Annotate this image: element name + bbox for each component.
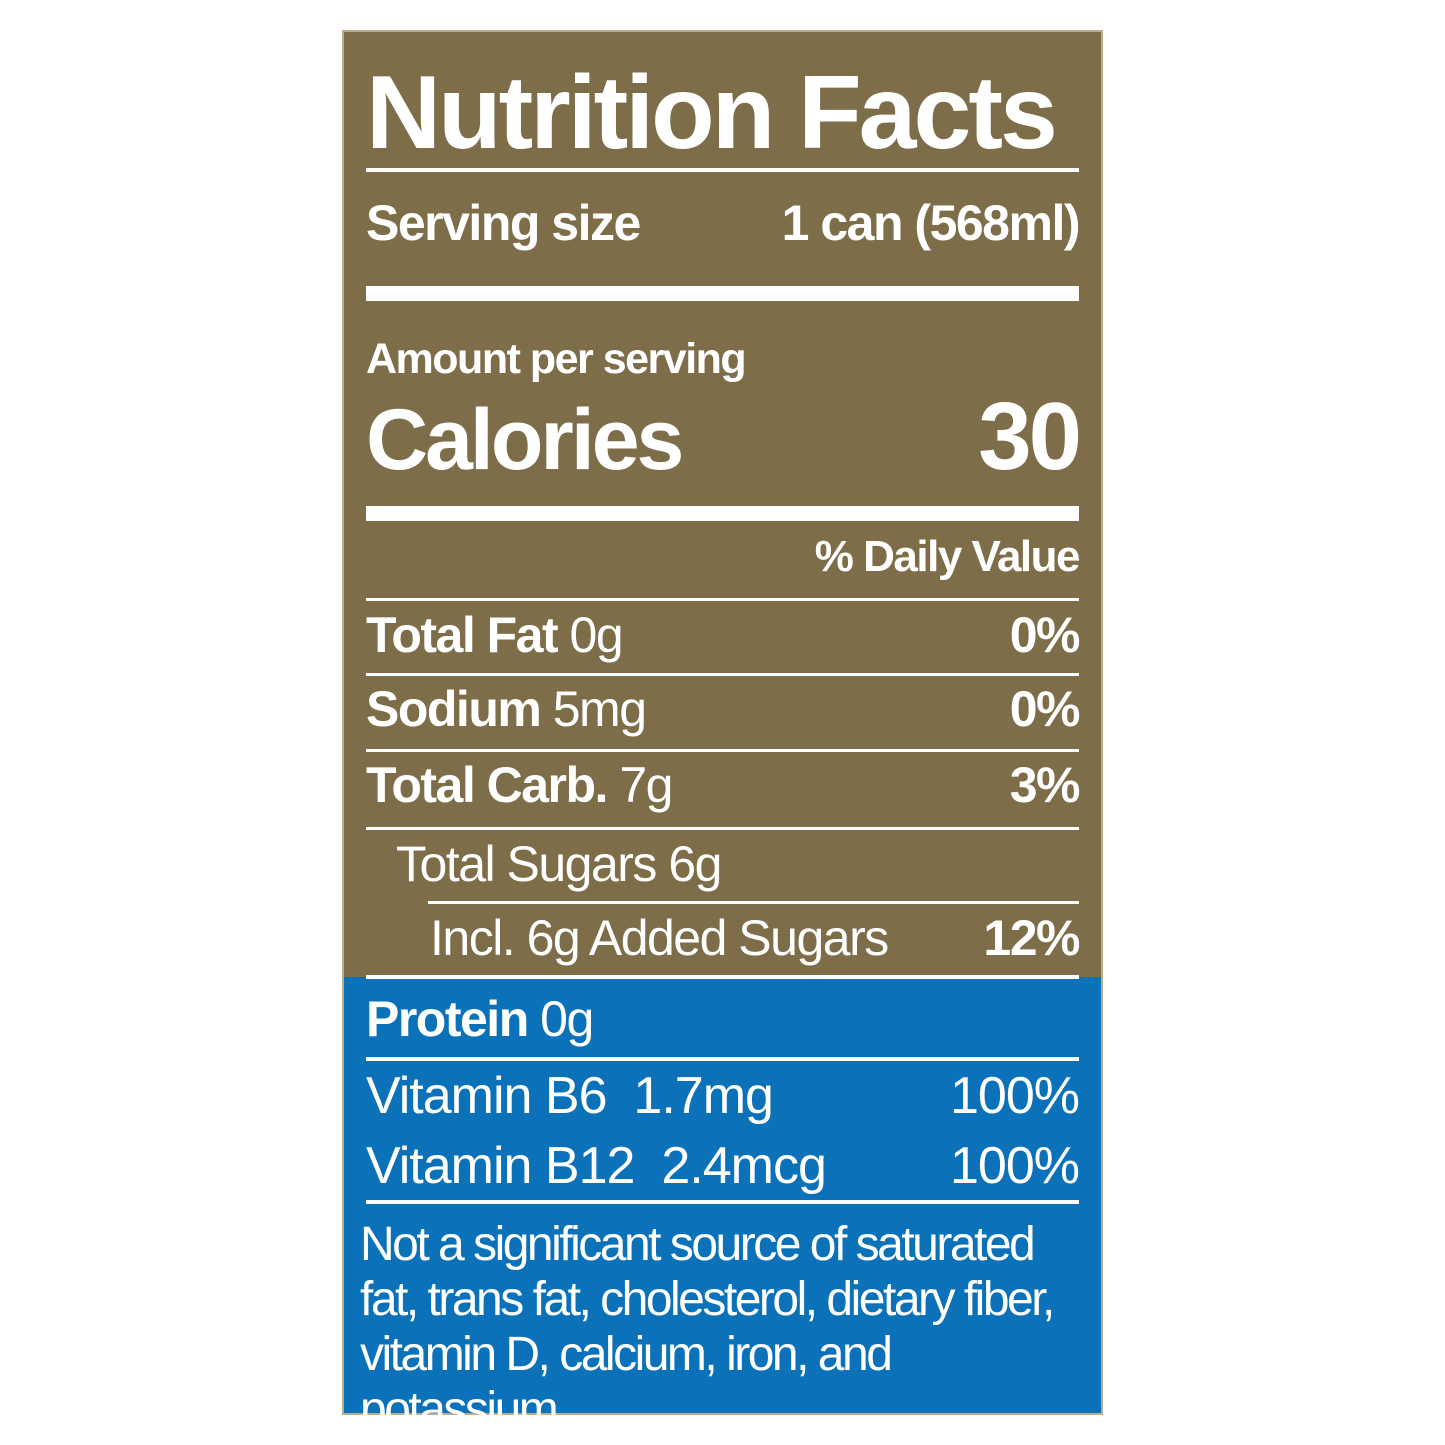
amount-per-serving: Amount per serving bbox=[366, 335, 747, 383]
nutrient-dv: 0% bbox=[1009, 607, 1081, 663]
vitamin-dv: 100% bbox=[950, 1137, 1080, 1195]
nutrient-row-total-fat: Total Fat 0g 0% bbox=[366, 606, 1081, 664]
nutrient-name: Protein bbox=[366, 991, 529, 1047]
divider bbox=[366, 975, 1079, 979]
title-row: Nutrition Facts bbox=[366, 54, 1079, 173]
calories-row: Calories 30 bbox=[366, 382, 1082, 492]
nutrient-amount: 0g bbox=[569, 607, 624, 663]
vitamin-name: Vitamin B6 bbox=[366, 1067, 608, 1125]
label-title: Nutrition Facts bbox=[366, 55, 1058, 171]
nutrient-name: Total Sugars 6g bbox=[396, 836, 722, 892]
amount-per-serving-row: Amount per serving bbox=[366, 335, 1079, 384]
calories-label: Calories bbox=[366, 392, 684, 488]
vitamins-section bbox=[344, 977, 1101, 1413]
divider bbox=[366, 598, 1079, 601]
nutrient-name: Sodium bbox=[366, 681, 542, 737]
vitamin-row-b6: Vitamin B6 1.7mg 100% bbox=[366, 1066, 1080, 1126]
nutrient-name: Total Fat bbox=[366, 607, 559, 663]
calories-value: 30 bbox=[978, 383, 1082, 490]
nutrient-row-sodium: Sodium 5mg 0% bbox=[366, 680, 1081, 738]
nutrient-amount: 7g bbox=[619, 757, 673, 813]
vitamin-name: Vitamin B12 bbox=[366, 1137, 635, 1195]
nutrient-name: Total Carb. bbox=[366, 757, 608, 813]
nutrient-dv: 12% bbox=[983, 910, 1080, 966]
thick-divider bbox=[366, 286, 1079, 301]
vitamin-dv: 100% bbox=[950, 1067, 1080, 1125]
vitamin-amount: 1.7mg bbox=[633, 1067, 774, 1125]
nutrient-dv: 0% bbox=[1009, 681, 1081, 737]
nutrient-name: Incl. 6g Added Sugars bbox=[430, 910, 889, 966]
nutrition-facts-panel: Nutrition Facts Serving size 1 can (568m… bbox=[342, 30, 1103, 1436]
divider bbox=[366, 168, 1079, 172]
vitamin-amount: 2.4mcg bbox=[661, 1137, 827, 1195]
divider bbox=[428, 901, 1079, 904]
nutrient-row-total-sugars: Total Sugars 6g bbox=[396, 835, 1079, 893]
serving-size-label: Serving size bbox=[366, 195, 641, 251]
divider bbox=[366, 1200, 1079, 1204]
daily-value-header-row: % Daily Value bbox=[366, 532, 1081, 582]
divider bbox=[366, 673, 1079, 676]
divider bbox=[366, 827, 1079, 830]
vitamin-row-b12: Vitamin B12 2.4mcg 100% bbox=[366, 1136, 1080, 1196]
daily-value-header: % Daily Value bbox=[814, 532, 1081, 581]
nutrient-dv: 3% bbox=[1009, 757, 1081, 813]
nutrient-row-added-sugars: Incl. 6g Added Sugars 12% bbox=[430, 909, 1080, 967]
nutrient-row-protein: Protein 0g bbox=[366, 990, 1079, 1048]
nutrient-amount: 5mg bbox=[552, 681, 647, 737]
serving-size-row: Serving size 1 can (568ml) bbox=[366, 194, 1081, 252]
serving-size-value: 1 can (568ml) bbox=[781, 195, 1081, 251]
divider bbox=[366, 1057, 1079, 1061]
nutrient-row-total-carb: Total Carb. 7g 3% bbox=[366, 756, 1081, 814]
footnote: Not a significant source of saturated fa… bbox=[360, 1218, 1055, 1436]
divider bbox=[366, 749, 1079, 752]
nutrient-amount: 0g bbox=[540, 991, 594, 1047]
thick-divider bbox=[366, 506, 1079, 521]
